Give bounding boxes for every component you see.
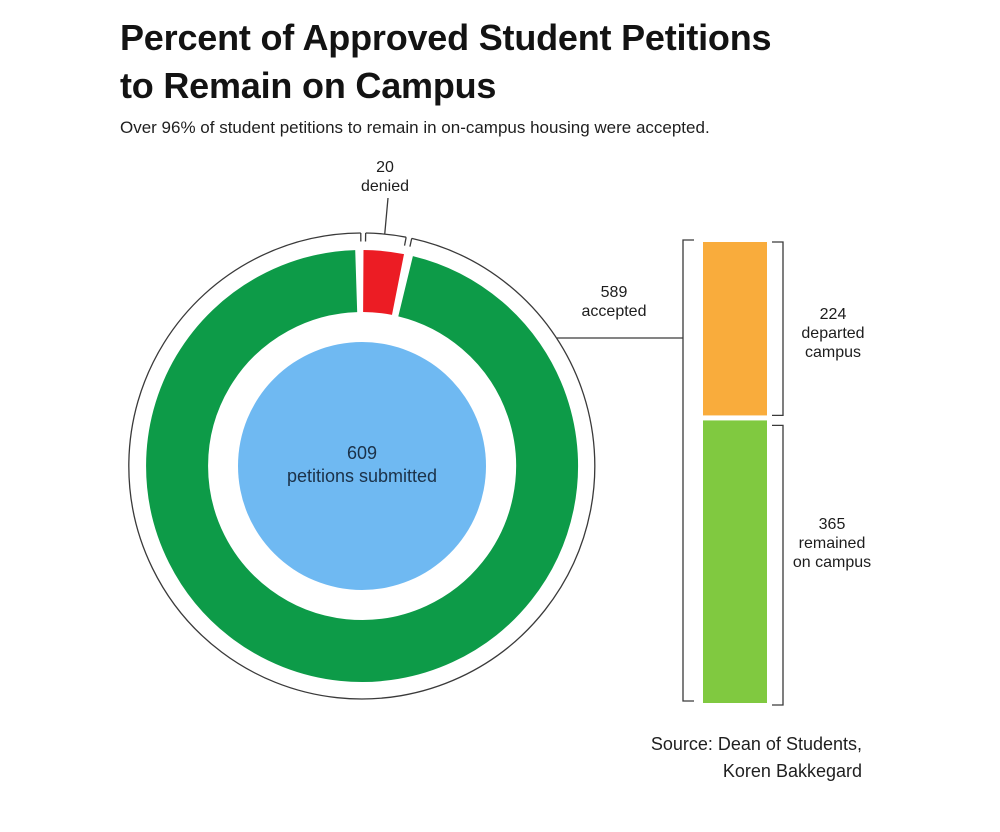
bar-departed-segment xyxy=(703,242,767,416)
accepted-label: accepted xyxy=(581,303,647,320)
page-subtitle: Over 96% of student petitions to remain … xyxy=(120,118,710,137)
remained-annotation: 365 remained on campus xyxy=(772,515,892,572)
accepted-annotation: 589 accepted xyxy=(549,283,679,321)
donut-center-circle xyxy=(238,342,486,590)
page-title-line1: Percent of Approved Student Petitions xyxy=(120,17,772,58)
denied-annotation: 20 denied xyxy=(335,158,435,196)
denied-value: 20 xyxy=(376,159,394,176)
accepted-total-bracket xyxy=(682,239,694,702)
submitted-value: 609 xyxy=(346,443,378,463)
remained-label-line2: on campus xyxy=(792,554,872,571)
departed-bracket xyxy=(772,241,784,417)
denied-label: denied xyxy=(360,178,410,195)
remained-value: 365 xyxy=(818,516,846,533)
denied-leader-line xyxy=(384,197,389,235)
source-line1: Source: Dean of Students, xyxy=(650,734,862,754)
accepted-value: 589 xyxy=(600,284,628,301)
source-credit: Source: Dean of Students, Koren Bakkegar… xyxy=(651,731,862,785)
page-title-line2: to Remain on Campus xyxy=(120,65,497,106)
donut-denied-slice xyxy=(362,250,405,316)
header: Percent of Approved Student Petitions to… xyxy=(120,14,940,138)
denied-bracket-arc xyxy=(365,232,407,238)
departed-value: 224 xyxy=(819,306,847,323)
departed-label-line1: departed xyxy=(801,325,865,342)
remained-bracket xyxy=(772,424,784,706)
remained-label-line1: remained xyxy=(798,535,866,552)
bracket-tick-2 xyxy=(409,238,413,247)
submitted-label: petitions submitted xyxy=(286,466,438,486)
departed-label-line2: campus xyxy=(804,344,862,361)
accepted-bracket-arc xyxy=(128,232,596,700)
bar-remained-segment xyxy=(703,420,767,703)
page-title: Percent of Approved Student Petitions to… xyxy=(120,14,940,110)
donut-center-annotation: 609 petitions submitted xyxy=(242,442,482,488)
donut-accepted-arc xyxy=(146,250,579,682)
bracket-tick-1 xyxy=(403,237,407,246)
departed-annotation: 224 departed campus xyxy=(773,305,893,362)
source-line2: Koren Bakkegard xyxy=(722,761,862,781)
